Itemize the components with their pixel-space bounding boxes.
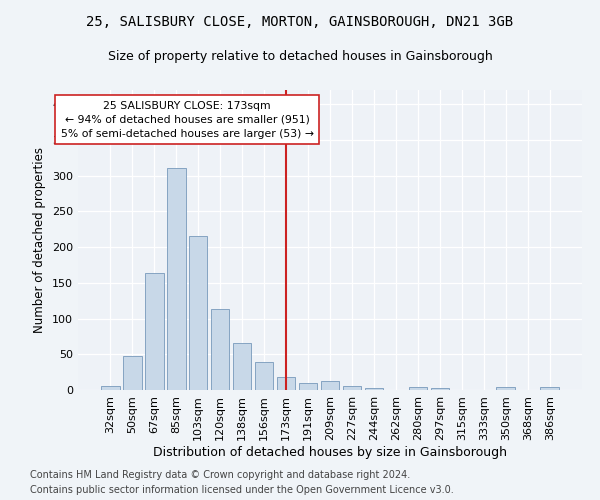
Text: Contains HM Land Registry data © Crown copyright and database right 2024.: Contains HM Land Registry data © Crown c…: [30, 470, 410, 480]
Bar: [343, 386, 361, 390]
Bar: [123, 356, 142, 390]
Y-axis label: Number of detached properties: Number of detached properties: [34, 147, 46, 333]
Text: 25 SALISBURY CLOSE: 173sqm
← 94% of detached houses are smaller (951)
5% of semi: 25 SALISBURY CLOSE: 173sqm ← 94% of deta…: [61, 100, 314, 138]
Bar: [101, 386, 119, 390]
Text: Contains public sector information licensed under the Open Government Licence v3: Contains public sector information licen…: [30, 485, 454, 495]
X-axis label: Distribution of detached houses by size in Gainsborough: Distribution of detached houses by size …: [153, 446, 507, 458]
Bar: [431, 388, 449, 390]
Bar: [167, 168, 185, 390]
Bar: [320, 382, 340, 390]
Bar: [409, 387, 427, 390]
Text: 25, SALISBURY CLOSE, MORTON, GAINSBOROUGH, DN21 3GB: 25, SALISBURY CLOSE, MORTON, GAINSBOROUG…: [86, 15, 514, 29]
Bar: [211, 308, 229, 390]
Bar: [233, 343, 251, 390]
Bar: [365, 388, 383, 390]
Bar: [145, 273, 164, 390]
Text: Size of property relative to detached houses in Gainsborough: Size of property relative to detached ho…: [107, 50, 493, 63]
Bar: [277, 377, 295, 390]
Bar: [541, 387, 559, 390]
Bar: [496, 387, 515, 390]
Bar: [255, 362, 274, 390]
Bar: [189, 236, 208, 390]
Bar: [299, 383, 317, 390]
